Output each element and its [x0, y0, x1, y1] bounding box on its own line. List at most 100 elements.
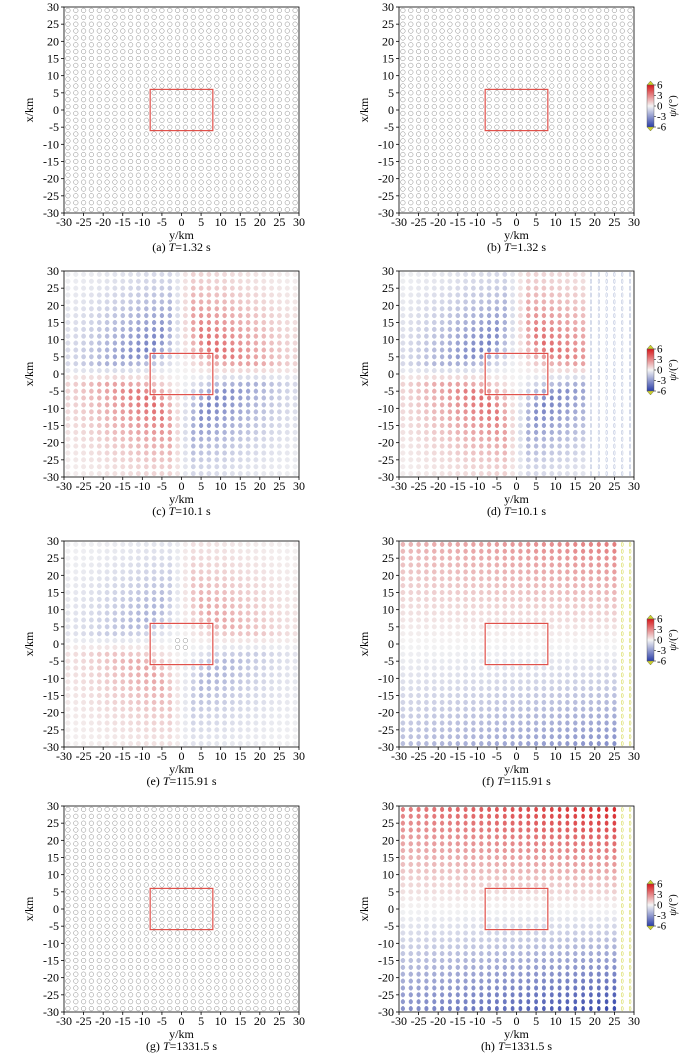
receiver-point — [277, 347, 282, 353]
receiver-point — [88, 603, 94, 609]
receiver-point — [564, 165, 570, 171]
receiver-point — [269, 658, 275, 664]
receiver-point — [167, 193, 173, 199]
receiver-point — [533, 450, 539, 456]
receiver-point — [152, 416, 157, 422]
receiver-point — [143, 471, 149, 477]
receiver-point — [65, 117, 71, 123]
receiver-point — [605, 436, 608, 442]
receiver-point — [120, 110, 126, 116]
receiver-point — [447, 562, 453, 568]
receiver-point — [73, 409, 79, 415]
receiver-point — [494, 347, 500, 353]
receiver-point — [269, 49, 275, 55]
receiver-point — [151, 28, 157, 34]
receiver-point — [573, 409, 578, 415]
receiver-point — [73, 374, 79, 380]
receiver-point — [629, 333, 632, 339]
receiver-point — [73, 734, 79, 740]
receiver-point — [167, 131, 173, 137]
receiver-point — [276, 158, 282, 165]
receiver-point — [478, 62, 484, 68]
receiver-point — [182, 124, 188, 130]
receiver-point — [136, 402, 141, 408]
receiver-point — [253, 658, 259, 664]
receiver-point — [423, 172, 429, 178]
y-tick-label: 5 — [53, 86, 59, 100]
receiver-point — [612, 555, 617, 561]
receiver-point — [400, 319, 406, 326]
receiver-point — [159, 152, 165, 158]
receiver-point — [423, 49, 429, 55]
receiver-point — [144, 409, 149, 415]
receiver-point — [533, 548, 539, 554]
receiver-point — [128, 62, 134, 68]
receiver-point — [214, 138, 220, 144]
receiver-point — [159, 638, 165, 644]
receiver-point — [502, 340, 508, 346]
receiver-point — [564, 145, 570, 151]
receiver-point — [214, 416, 219, 422]
receiver-point — [416, 313, 422, 319]
receiver-point — [510, 299, 516, 305]
receiver-point — [478, 145, 484, 151]
receiver-point — [621, 436, 624, 442]
receiver-point — [526, 548, 531, 554]
receiver-point — [88, 644, 94, 650]
receiver-point — [431, 28, 437, 34]
receiver-point — [199, 326, 204, 332]
receiver-point — [214, 471, 220, 477]
receiver-point — [128, 145, 134, 151]
receiver-point — [408, 207, 414, 213]
receiver-point — [588, 193, 594, 199]
receiver-point — [478, 124, 484, 130]
receiver-point — [613, 422, 616, 429]
receiver-point — [190, 97, 196, 103]
receiver-point — [605, 409, 608, 415]
receiver-point — [439, 555, 445, 561]
receiver-point — [222, 42, 228, 48]
receiver-point — [470, 131, 476, 137]
receiver-point — [494, 165, 500, 171]
receiver-point — [463, 97, 469, 103]
receiver-point — [408, 464, 414, 470]
receiver-point — [65, 299, 71, 305]
receiver-point — [276, 686, 282, 692]
receiver-point — [175, 374, 181, 380]
receiver-point — [549, 555, 554, 561]
receiver-point — [431, 62, 437, 68]
receiver-point — [230, 699, 235, 705]
receiver-point — [88, 186, 94, 192]
receiver-point — [502, 354, 508, 360]
receiver-point — [588, 35, 594, 41]
receiver-point — [447, 326, 453, 332]
receiver-point — [96, 28, 102, 34]
receiver-point — [206, 278, 212, 284]
receiver-point — [143, 110, 149, 116]
y-tick-label: 25 — [382, 281, 394, 295]
receiver-point — [96, 299, 102, 305]
receiver-point — [400, 555, 406, 561]
receiver-point — [190, 464, 196, 470]
receiver-point — [159, 326, 164, 332]
receiver-point — [400, 450, 406, 456]
receiver-point — [470, 35, 476, 41]
y-tick-label: 10 — [382, 69, 394, 83]
colorbar-tick-label: 3 — [657, 90, 663, 102]
receiver-point — [408, 42, 414, 48]
receiver-point — [549, 55, 555, 62]
receiver-point — [167, 361, 173, 367]
receiver-point — [292, 186, 298, 192]
receiver-point — [572, 271, 578, 277]
receiver-point — [494, 395, 500, 401]
receiver-point — [447, 90, 453, 96]
receiver-point — [502, 193, 508, 199]
receiver-point — [229, 62, 235, 68]
receiver-point — [541, 76, 547, 82]
receiver-point — [253, 631, 259, 637]
receiver-point — [198, 610, 204, 616]
receiver-point — [533, 28, 539, 34]
receiver-point — [408, 292, 414, 298]
receiver-point — [245, 117, 251, 123]
receiver-point — [73, 62, 79, 68]
